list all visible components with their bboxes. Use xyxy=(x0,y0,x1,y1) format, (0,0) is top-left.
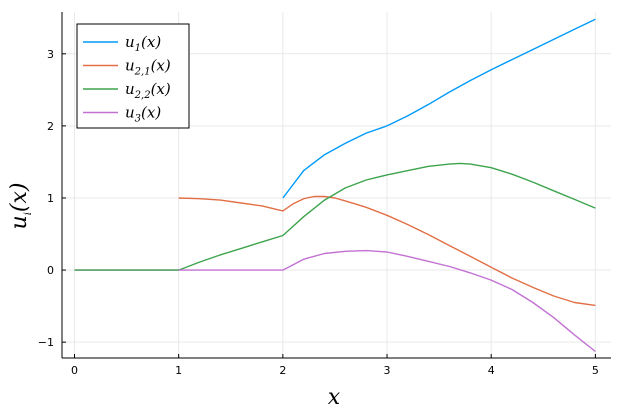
x-axis-title: x xyxy=(328,385,341,410)
y-tick-label: −1 xyxy=(38,336,54,349)
series-line-1 xyxy=(282,18,596,199)
x-tick-label: 5 xyxy=(592,364,599,377)
legend-label: u2,2(x) xyxy=(125,80,171,101)
tick-labels: 0 1 2 3 4 5 −1 0 1 2 3 xyxy=(38,48,599,377)
y-axis-title-arg: (x) xyxy=(7,183,32,213)
y-axis-title-sub: i xyxy=(23,212,34,215)
x-tick-label: 0 xyxy=(71,364,78,377)
series-line-4 xyxy=(74,249,596,353)
y-tick-label: 2 xyxy=(47,120,54,133)
series-line-2 xyxy=(178,195,596,307)
y-tick-label: 0 xyxy=(47,264,54,277)
x-tick-label: 2 xyxy=(279,364,286,377)
x-tick-label: 4 xyxy=(488,364,495,377)
x-tick-label: 3 xyxy=(384,364,391,377)
series-lines xyxy=(74,18,596,353)
y-axis-title: ui(x) xyxy=(7,183,34,230)
legend-label: u1(x) xyxy=(125,33,161,54)
y-tick-label: 3 xyxy=(47,48,54,61)
legend: u1(x) u2,1(x)u2,2(x) u3(x) xyxy=(76,23,190,129)
y-axis-title-main: u xyxy=(7,215,32,229)
y-tick-label: 1 xyxy=(47,192,54,205)
svg-text:ui(x): ui(x) xyxy=(7,183,34,230)
x-tick-label: 1 xyxy=(175,364,182,377)
axes-frame xyxy=(61,12,611,359)
legend-label: u3(x) xyxy=(125,104,161,125)
series-line-3 xyxy=(178,162,596,271)
legend-label: u2,1(x) xyxy=(125,57,171,78)
